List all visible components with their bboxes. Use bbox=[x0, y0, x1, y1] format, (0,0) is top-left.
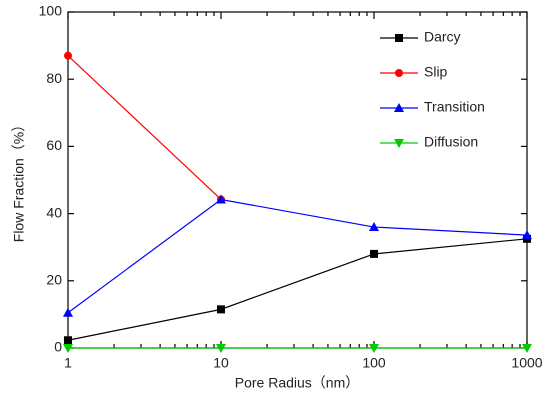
legend-marker bbox=[395, 69, 403, 77]
marker bbox=[217, 305, 225, 314]
legend-marker bbox=[394, 103, 404, 112]
marker bbox=[64, 51, 72, 60]
series-line bbox=[67, 238, 528, 341]
legend-label: Transition bbox=[424, 99, 485, 115]
x-tick-label: 10 bbox=[213, 355, 229, 371]
marker bbox=[370, 249, 378, 258]
y-tick-label: 80 bbox=[46, 70, 62, 86]
marker bbox=[369, 222, 379, 232]
series-line bbox=[67, 198, 528, 314]
legend-label: Diffusion bbox=[424, 134, 478, 150]
x-tick-label: 1 bbox=[64, 355, 72, 371]
legend-marker bbox=[395, 34, 403, 42]
y-axis-label: Flow Fraction（%） bbox=[11, 118, 27, 242]
y-tick-label: 40 bbox=[46, 204, 62, 220]
marker bbox=[522, 344, 532, 353]
legend-marker bbox=[394, 139, 404, 148]
marker bbox=[63, 307, 73, 317]
x-axis-label: Pore Radius（nm） bbox=[235, 375, 360, 391]
y-tick-label: 20 bbox=[46, 272, 62, 288]
x-tick-label: 100 bbox=[362, 355, 386, 371]
series-line bbox=[67, 55, 222, 200]
y-tick-label: 60 bbox=[46, 137, 62, 153]
marker bbox=[64, 336, 72, 345]
marker bbox=[369, 344, 379, 353]
marker bbox=[216, 344, 226, 353]
y-tick-label: 100 bbox=[39, 3, 63, 19]
marker bbox=[63, 344, 73, 353]
legend-label: Slip bbox=[424, 64, 448, 80]
y-tick-label: 0 bbox=[54, 339, 62, 355]
x-tick-label: 1000 bbox=[511, 355, 542, 371]
marker bbox=[522, 230, 532, 240]
plot-frame bbox=[67, 11, 528, 349]
marker bbox=[216, 194, 226, 204]
legend-label: Darcy bbox=[424, 29, 461, 45]
